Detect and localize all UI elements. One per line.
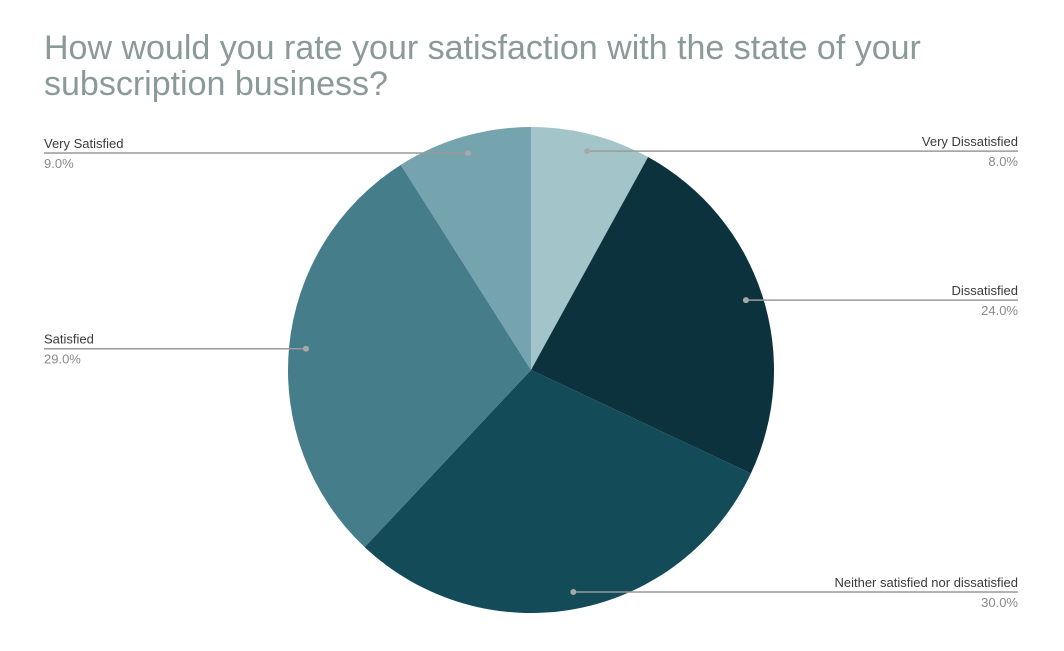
slice-label-satisfied: Satisfied: [44, 332, 94, 347]
leader-dot-very-dissatisfied: [584, 148, 591, 155]
leader-dot-very-satisfied: [464, 149, 471, 156]
slice-label-very-satisfied: Very Satisfied: [44, 136, 124, 151]
slice-percent-dissatisfied: 24.0%: [981, 303, 1018, 318]
slice-percent-very-satisfied: 9.0%: [44, 156, 74, 171]
slice-percent-neither-satisfied-nor-dissatisfied: 30.0%: [981, 595, 1018, 610]
pie-slice-very-satisfied: [400, 127, 531, 370]
slice-percent-satisfied: 29.0%: [44, 352, 81, 367]
slice-percent-very-dissatisfied: 8.0%: [988, 154, 1018, 169]
pie-slice-neither-satisfied-nor-dissatisfied: [364, 370, 751, 614]
leader-dot-satisfied: [303, 345, 310, 352]
chart-title: How would you rate your satisfaction wit…: [44, 29, 921, 103]
slice-label-neither-satisfied-nor-dissatisfied: Neither satisfied nor dissatisfied: [834, 575, 1018, 590]
pie-slice-dissatisfied: [531, 157, 775, 474]
leader-dot-neither-satisfied-nor-dissatisfied: [570, 588, 577, 595]
slice-label-dissatisfied: Dissatisfied: [952, 283, 1018, 298]
leader-dot-dissatisfied: [742, 297, 749, 304]
pie-slice-satisfied: [288, 164, 531, 548]
pie-slice-very-dissatisfied: [531, 127, 649, 370]
slice-label-very-dissatisfied: Very Dissatisfied: [922, 134, 1018, 149]
